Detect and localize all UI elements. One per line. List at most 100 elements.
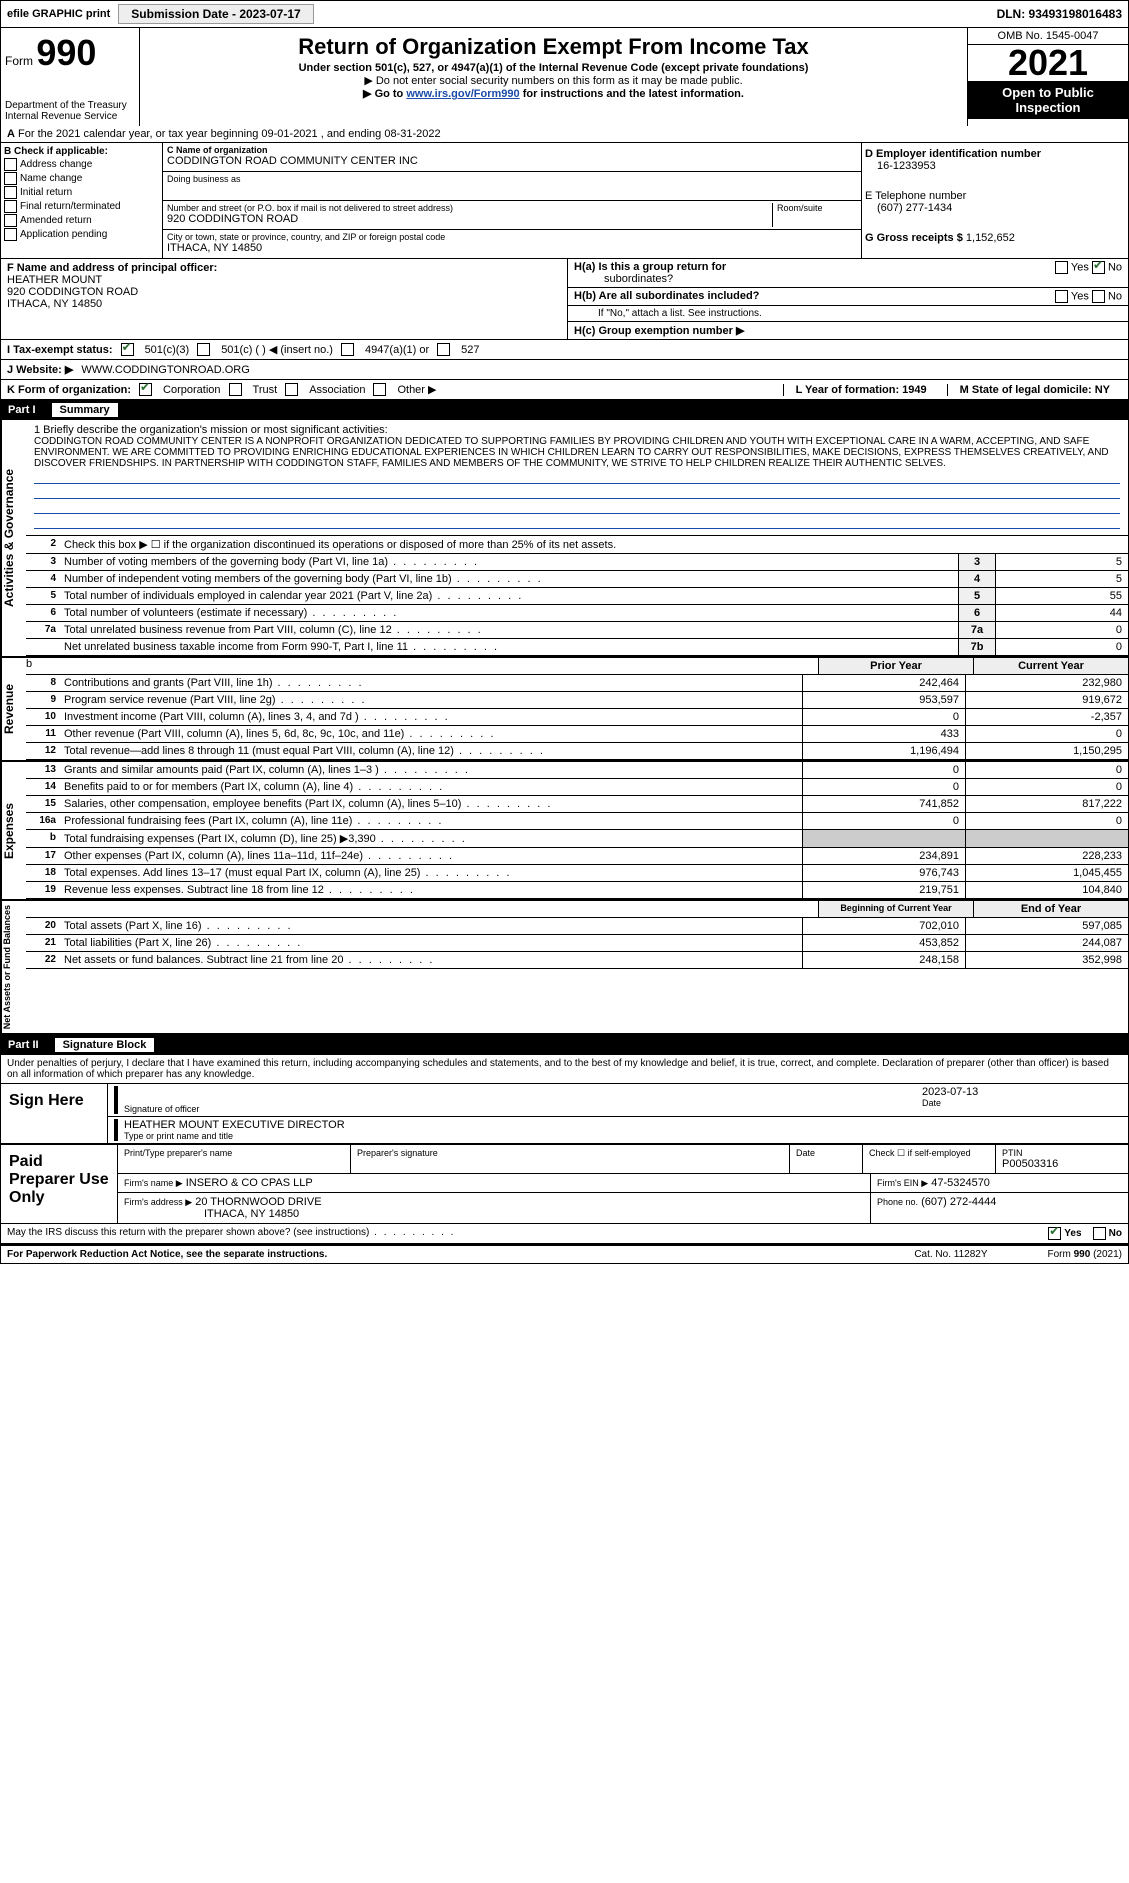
firm-phone-value: (607) 272-4444 — [921, 1196, 996, 1208]
org-name: CODDINGTON ROAD COMMUNITY CENTER INC — [167, 155, 857, 167]
prior-value: 1,196,494 — [802, 743, 965, 759]
table-row: 15 Salaries, other compensation, employe… — [26, 796, 1128, 813]
row-value: 5 — [995, 554, 1128, 570]
prior-value: 702,010 — [802, 918, 965, 934]
final-return-checkbox[interactable] — [4, 200, 17, 213]
discuss-no-checkbox[interactable] — [1093, 1227, 1106, 1240]
net-header-row: Beginning of Current Year End of Year — [26, 901, 1128, 918]
4947-checkbox[interactable] — [341, 343, 354, 356]
row-num: 5 — [26, 588, 60, 604]
corp-label: Corporation — [163, 384, 220, 396]
firm-addr1-value: 20 THORNWOOD DRIVE — [195, 1196, 321, 1208]
current-value — [965, 830, 1128, 847]
prep-sig-label: Preparer's signature — [351, 1145, 790, 1173]
dba-label: Doing business as — [167, 174, 857, 184]
room-label: Room/suite — [772, 203, 857, 227]
form-number-cell: Form 990 Department of the Treasury Inte… — [1, 28, 140, 126]
table-row: 20 Total assets (Part X, line 16) 702,01… — [26, 918, 1128, 935]
row-box: 3 — [958, 554, 995, 570]
net-assets-section: Net Assets or Fund Balances Beginning of… — [0, 901, 1129, 1035]
officer-addr1: 920 CODDINGTON ROAD — [7, 286, 561, 298]
section-b: B Check if applicable: Address change Na… — [1, 143, 163, 258]
discuss-yes-checkbox[interactable] — [1048, 1227, 1061, 1240]
app-pending-label: Application pending — [20, 229, 107, 240]
name-change-checkbox[interactable] — [4, 172, 17, 185]
row-num: 8 — [26, 675, 60, 691]
initial-return-checkbox[interactable] — [4, 186, 17, 199]
row-desc: Salaries, other compensation, employee b… — [60, 796, 802, 812]
row-desc: Revenue less expenses. Subtract line 18 … — [60, 882, 802, 898]
part1-header: Part I Summary — [0, 400, 1129, 420]
row-desc: Other expenses (Part IX, column (A), lin… — [60, 848, 802, 864]
501c3-checkbox[interactable] — [121, 343, 134, 356]
gross-label: G Gross receipts $ — [865, 232, 963, 244]
current-value: 104,840 — [965, 882, 1128, 898]
end-year-header: End of Year — [973, 901, 1128, 917]
row-desc: Total expenses. Add lines 13–17 (must eq… — [60, 865, 802, 881]
ein-label: D Employer identification number — [865, 148, 1041, 160]
prior-value: 453,852 — [802, 935, 965, 951]
hb-label: H(b) Are all subordinates included? — [574, 290, 759, 302]
row-box: 7b — [958, 639, 995, 655]
ha-yes-checkbox[interactable] — [1055, 261, 1068, 274]
section-d: D Employer identification number 16-1233… — [862, 143, 1128, 258]
other-checkbox[interactable] — [373, 383, 386, 396]
current-value: 817,222 — [965, 796, 1128, 812]
discuss-text: May the IRS discuss this return with the… — [7, 1227, 455, 1240]
ha-no-label: No — [1108, 261, 1122, 273]
527-checkbox[interactable] — [437, 343, 450, 356]
prior-value: 0 — [802, 813, 965, 829]
street-address: 920 CODDINGTON ROAD — [167, 213, 772, 225]
prior-value — [802, 830, 965, 847]
501c3-label: 501(c)(3) — [145, 344, 190, 356]
city-label: City or town, state or province, country… — [167, 232, 857, 242]
mission-block: 1 Briefly describe the organization's mi… — [26, 420, 1128, 536]
hb-no-checkbox[interactable] — [1092, 290, 1105, 303]
prior-value: 0 — [802, 779, 965, 795]
section-f: F Name and address of principal officer:… — [1, 259, 568, 339]
officer-addr2: ITHACA, NY 14850 — [7, 298, 561, 310]
officer-name: HEATHER MOUNT — [7, 274, 561, 286]
current-value: 597,085 — [965, 918, 1128, 934]
app-pending-checkbox[interactable] — [4, 228, 17, 241]
trust-checkbox[interactable] — [229, 383, 242, 396]
addr-change-checkbox[interactable] — [4, 158, 17, 171]
form-title-block: Form 990 Department of the Treasury Inte… — [0, 28, 1129, 126]
hb-yes-checkbox[interactable] — [1055, 290, 1068, 303]
501c-checkbox[interactable] — [197, 343, 210, 356]
revenue-side-label: Revenue — [1, 658, 26, 760]
current-value: 1,150,295 — [965, 743, 1128, 759]
table-row: 6 Total number of volunteers (estimate i… — [26, 605, 1128, 622]
table-row: 4 Number of independent voting members o… — [26, 571, 1128, 588]
row-num: 15 — [26, 796, 60, 812]
section-h: H(a) Is this a group return for subordin… — [568, 259, 1128, 339]
sign-here-label: Sign Here — [1, 1084, 108, 1143]
row-num: 22 — [26, 952, 60, 968]
form-footer: Form 990 (2021) — [1048, 1249, 1122, 1260]
ha-no-checkbox[interactable] — [1092, 261, 1105, 274]
row-desc: Other revenue (Part VIII, column (A), li… — [60, 726, 802, 742]
amended-checkbox[interactable] — [4, 214, 17, 227]
section-fh: F Name and address of principal officer:… — [0, 259, 1129, 340]
section-klm: K Form of organization: Corporation Trus… — [0, 380, 1129, 400]
table-row: 16a Professional fundraising fees (Part … — [26, 813, 1128, 830]
prior-value: 234,891 — [802, 848, 965, 864]
prior-value: 242,464 — [802, 675, 965, 691]
assoc-checkbox[interactable] — [285, 383, 298, 396]
prior-value: 976,743 — [802, 865, 965, 881]
corp-checkbox[interactable] — [139, 383, 152, 396]
row-num — [26, 639, 60, 655]
current-value: 0 — [965, 726, 1128, 742]
table-row: 13 Grants and similar amounts paid (Part… — [26, 762, 1128, 779]
website-value: WWW.CODDINGTONROAD.ORG — [81, 364, 249, 376]
table-row: 17 Other expenses (Part IX, column (A), … — [26, 848, 1128, 865]
assoc-label: Association — [309, 384, 365, 396]
irs-link[interactable]: www.irs.gov/Form990 — [406, 88, 519, 100]
submission-date-button[interactable]: Submission Date - 2023-07-17 — [118, 4, 313, 24]
hb-no-label: No — [1108, 290, 1122, 302]
prior-value: 433 — [802, 726, 965, 742]
revenue-section: Revenue b Prior Year Current Year 8 Cont… — [0, 656, 1129, 762]
final-return-label: Final return/terminated — [20, 201, 121, 212]
m-label: M State of legal domicile: NY — [960, 384, 1110, 396]
current-value: 0 — [965, 762, 1128, 778]
